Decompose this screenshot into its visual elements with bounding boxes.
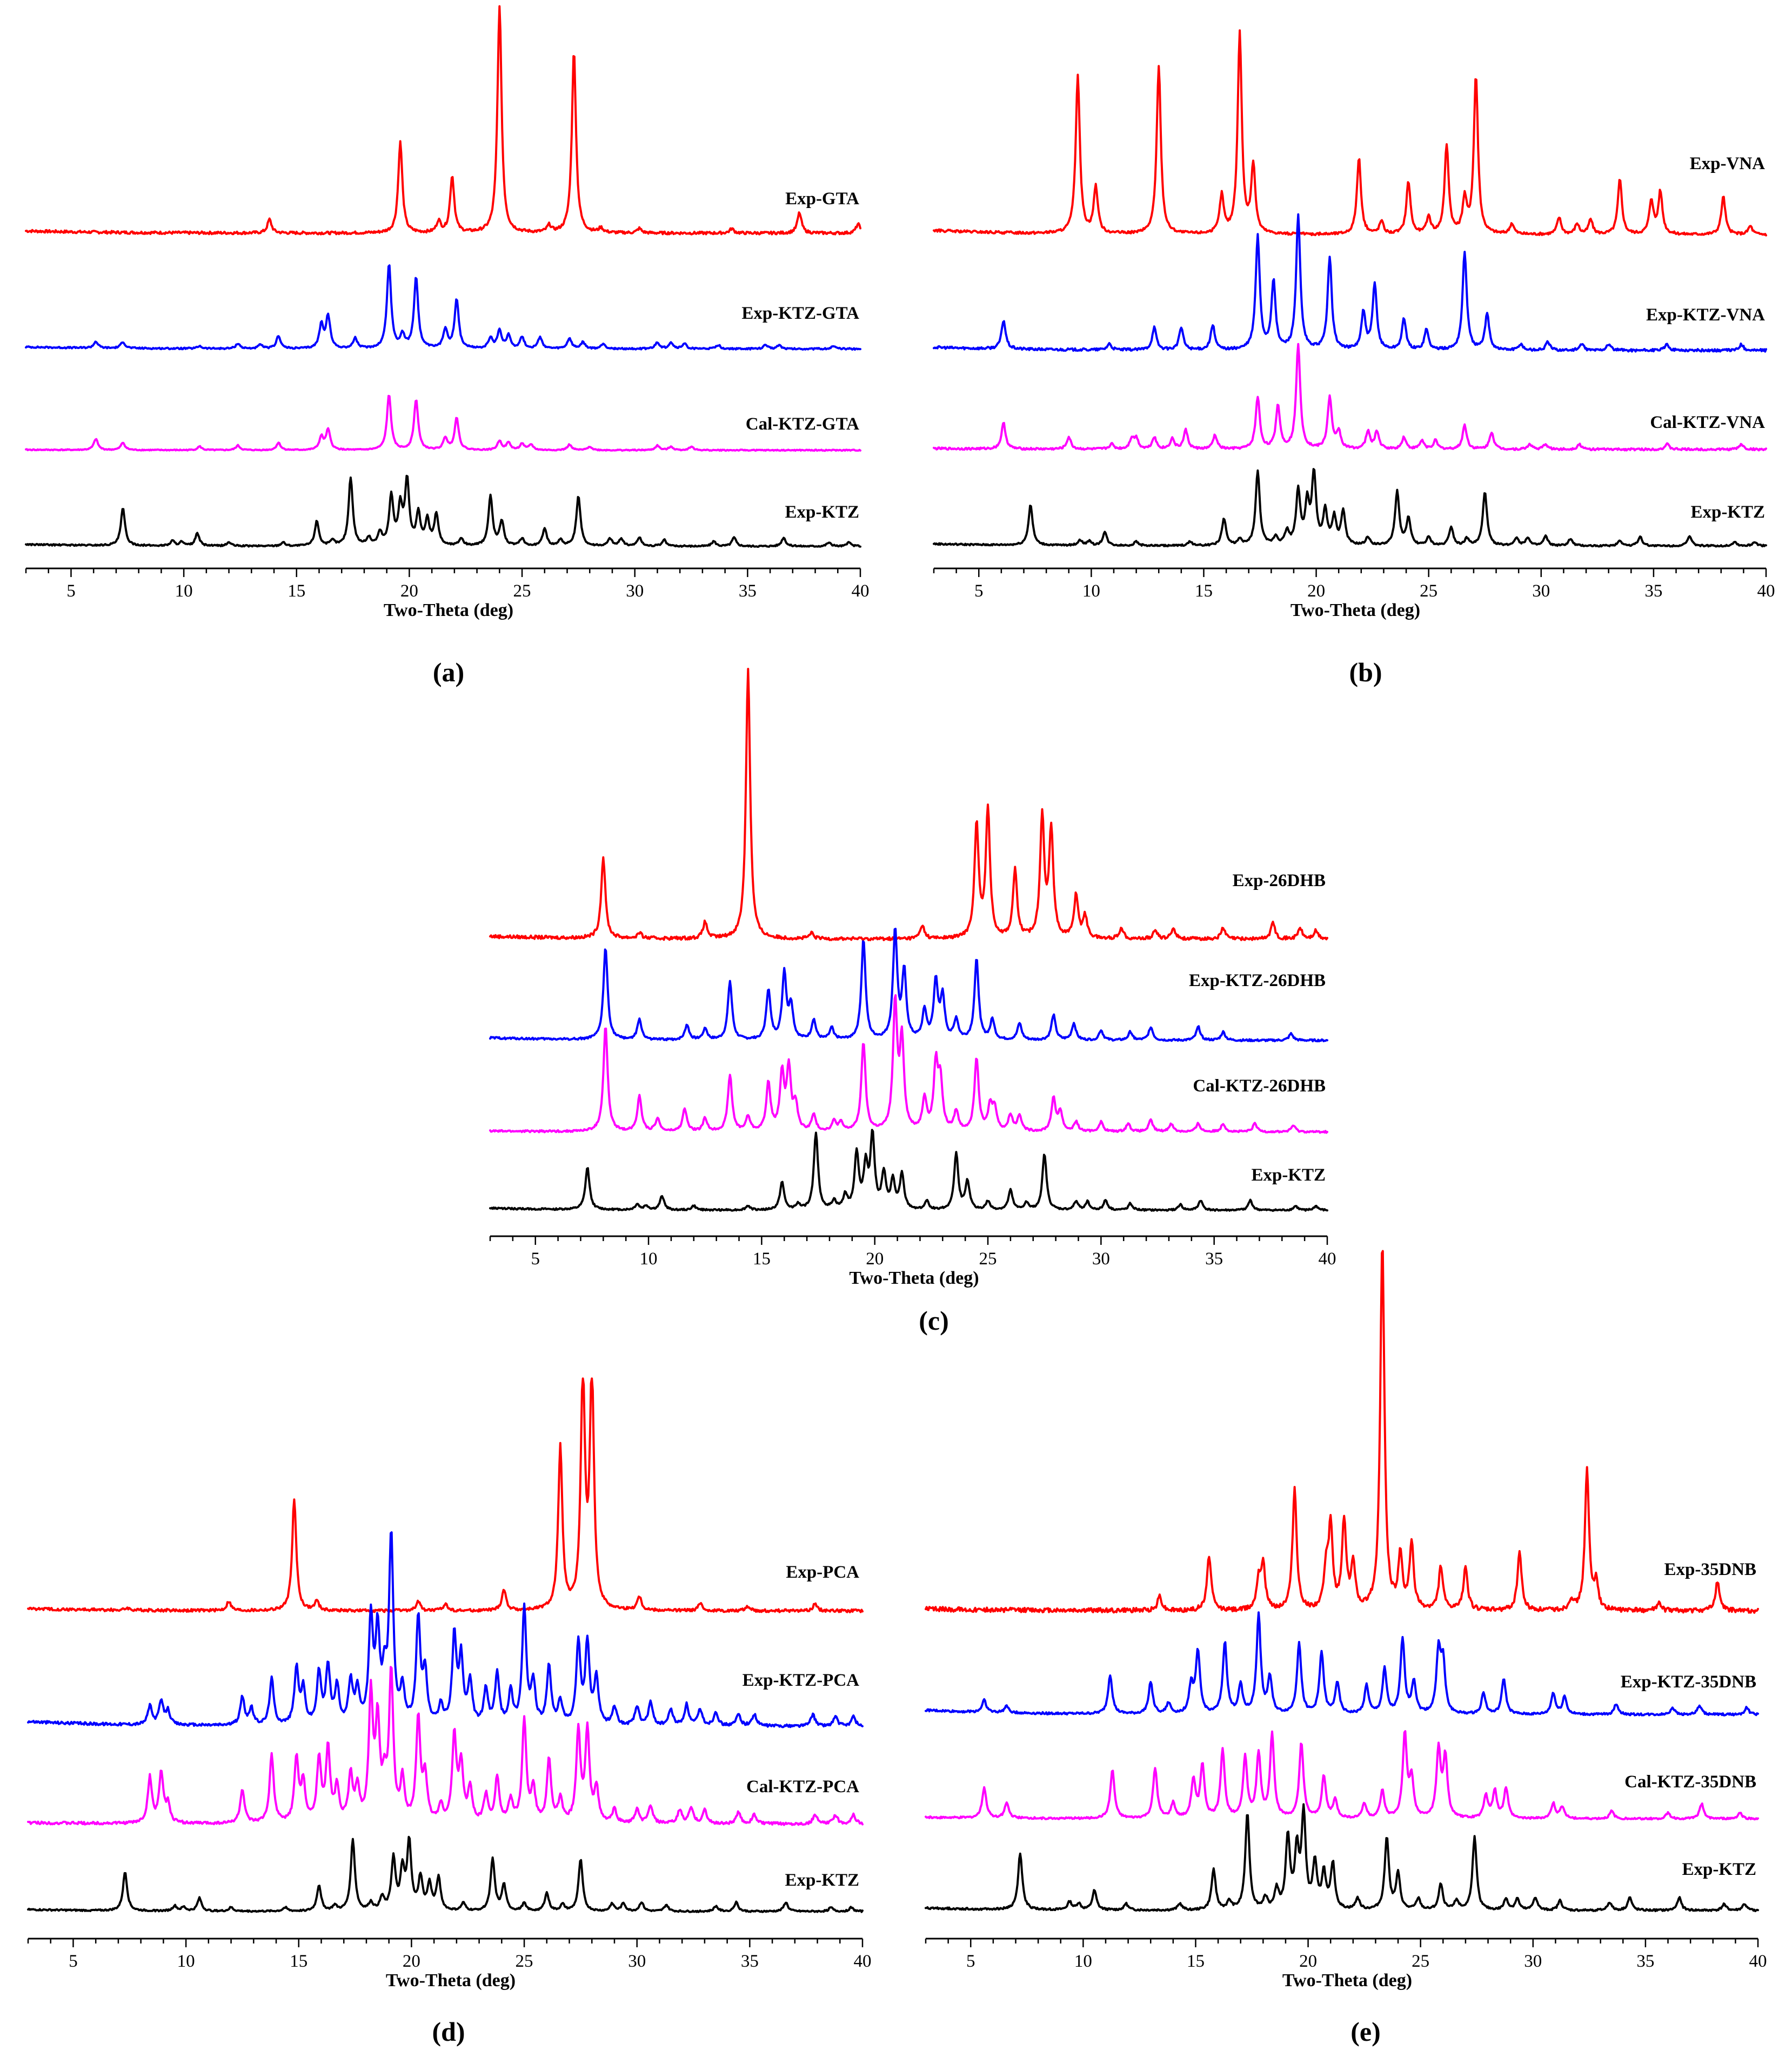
series-label-exp-ktz-26dhb: Exp-KTZ-26DHB	[1189, 971, 1326, 990]
x-tick-label: 40	[1749, 1952, 1767, 1971]
x-axis-title: Two-Theta (deg)	[386, 1971, 516, 1990]
x-axis-title: Two-Theta (deg)	[1282, 1971, 1412, 1990]
x-tick-label: 20	[400, 581, 418, 601]
x-tick-label: 20	[1299, 1952, 1317, 1971]
x-tick-label: 15	[287, 581, 305, 601]
x-tick-label: 35	[741, 1952, 759, 1971]
x-tick-label: 20	[866, 1249, 884, 1269]
series-label-exp-35dnb: Exp-35DNB	[1664, 1560, 1756, 1579]
x-tick-label: 5	[66, 581, 76, 601]
series-label-exp-ktz-pca: Exp-KTZ-PCA	[743, 1671, 860, 1690]
x-axis-title: Two-Theta (deg)	[849, 1268, 979, 1288]
x-tick-label: 10	[1082, 581, 1100, 601]
x-tick-label: 30	[1532, 581, 1550, 601]
trace-exp-ktz	[25, 474, 861, 548]
panel-b: Exp-VNA Exp-KTZ-VNA Cal-KTZ-VNA Exp-KTZ 5 10 1…	[933, 29, 1775, 620]
x-tick-label: 20	[1307, 581, 1325, 601]
trace-exp-ktz-vna	[933, 213, 1767, 353]
series-label-cal-ktz-gta: Cal-KTZ-GTA	[746, 414, 859, 434]
x-tick-label: 5	[531, 1249, 540, 1269]
series-label-exp-ktz-35dnb: Exp-KTZ-35DNB	[1621, 1672, 1756, 1692]
trace-exp-ktz-35dnb	[925, 1611, 1759, 1717]
series-label-cal-ktz-pca: Cal-KTZ-PCA	[746, 1777, 859, 1797]
trace-exp-ktz-26dhb	[489, 928, 1328, 1043]
trace-exp-35dnb	[925, 1250, 1759, 1614]
series-label-exp-ktz: Exp-KTZ	[785, 502, 859, 522]
panel-a: Exp-GTA Exp-KTZ-GTA Cal-KTZ-GTA Exp-KTZ 5 10 1…	[25, 5, 870, 620]
trace-exp-gta	[25, 5, 861, 236]
x-tick-label: 10	[640, 1249, 658, 1269]
x-tick-label: 35	[1644, 581, 1662, 601]
x-tick-label: 25	[979, 1249, 997, 1269]
panel-caption-e: (e)	[1350, 2016, 1381, 2047]
x-tick-label: 5	[966, 1952, 975, 1971]
trace-exp-ktz	[925, 1803, 1759, 1912]
x-tick-label: 35	[1636, 1952, 1654, 1971]
x-tick-label: 30	[626, 581, 644, 601]
series-label-exp-ktz: Exp-KTZ	[1251, 1165, 1326, 1185]
x-axis-title: Two-Theta (deg)	[384, 600, 513, 620]
series-label-exp-vna: Exp-VNA	[1690, 154, 1766, 173]
trace-exp-pca	[27, 1377, 864, 1613]
trace-cal-ktz-26dhb	[489, 994, 1328, 1134]
trace-cal-ktz-gta	[25, 394, 861, 452]
x-tick-label: 40	[852, 581, 870, 601]
x-tick-label: 15	[290, 1952, 307, 1971]
series-label-exp-26dhb: Exp-26DHB	[1233, 871, 1326, 890]
panel-caption-d: (d)	[432, 2016, 465, 2047]
trace-exp-ktz	[27, 1835, 864, 1913]
series-label-exp-ktz: Exp-KTZ	[1682, 1860, 1756, 1879]
x-tick-label: 15	[1195, 581, 1213, 601]
series-label-exp-ktz: Exp-KTZ	[1690, 502, 1765, 522]
x-tick-label: 25	[1412, 1952, 1429, 1971]
series-label-cal-ktz-35dnb: Cal-KTZ-35DNB	[1624, 1772, 1756, 1792]
x-tick-label: 40	[1319, 1249, 1336, 1269]
x-tick-label: 5	[69, 1952, 78, 1971]
trace-cal-ktz-vna	[933, 343, 1767, 452]
trace-exp-26dhb	[489, 668, 1328, 941]
x-axis-title: Two-Theta (deg)	[1290, 600, 1420, 620]
panel-d: Exp-PCA Exp-KTZ-PCA Cal-KTZ-PCA Exp-KTZ 5 10 1…	[27, 1377, 872, 1990]
panel-caption-c: (c)	[919, 1305, 949, 1336]
trace-exp-ktz-gta	[25, 264, 861, 351]
x-tick-label: 10	[175, 581, 193, 601]
x-tick-label: 5	[974, 581, 984, 601]
x-tick-label: 35	[739, 581, 757, 601]
trace-exp-ktz	[489, 1129, 1328, 1212]
x-tick-label: 30	[1092, 1249, 1110, 1269]
series-label-cal-ktz-vna: Cal-KTZ-VNA	[1650, 413, 1765, 432]
x-tick-label: 30	[1524, 1952, 1542, 1971]
x-tick-label: 25	[1420, 581, 1437, 601]
series-label-cal-ktz-26dhb: Cal-KTZ-26DHB	[1193, 1076, 1326, 1096]
trace-exp-vna	[933, 29, 1767, 237]
trace-cal-ktz-pca	[27, 1666, 864, 1826]
trace-exp-ktz	[933, 468, 1767, 548]
panel-caption-b: (b)	[1349, 657, 1382, 687]
series-label-exp-ktz-gta: Exp-KTZ-GTA	[741, 304, 859, 323]
trace-exp-ktz-pca	[27, 1531, 864, 1728]
x-tick-label: 10	[1074, 1952, 1092, 1971]
x-tick-label: 15	[753, 1249, 771, 1269]
series-label-exp-pca: Exp-PCA	[786, 1563, 859, 1582]
panel-c: Exp-26DHB Exp-KTZ-26DHB Cal-KTZ-26DHB Exp-K…	[489, 668, 1336, 1288]
x-tick-label: 30	[628, 1952, 646, 1971]
x-tick-label: 40	[1757, 581, 1775, 601]
trace-cal-ktz-35dnb	[925, 1730, 1759, 1821]
panel-e: Exp-35DNB Exp-KTZ-35DNB Cal-KTZ-35DNB Exp-K…	[925, 1250, 1767, 1990]
series-label-exp-ktz: Exp-KTZ	[785, 1871, 859, 1890]
x-tick-label: 10	[177, 1952, 195, 1971]
x-tick-label: 20	[403, 1952, 420, 1971]
x-tick-label: 25	[513, 581, 531, 601]
x-tick-label: 40	[854, 1952, 872, 1971]
series-label-exp-gta: Exp-GTA	[785, 189, 859, 209]
x-tick-label: 25	[516, 1952, 533, 1971]
panel-caption-a: (a)	[433, 657, 464, 687]
series-label-exp-ktz-vna: Exp-KTZ-VNA	[1646, 305, 1765, 325]
x-tick-label: 15	[1187, 1952, 1205, 1971]
x-tick-label: 35	[1205, 1249, 1223, 1269]
